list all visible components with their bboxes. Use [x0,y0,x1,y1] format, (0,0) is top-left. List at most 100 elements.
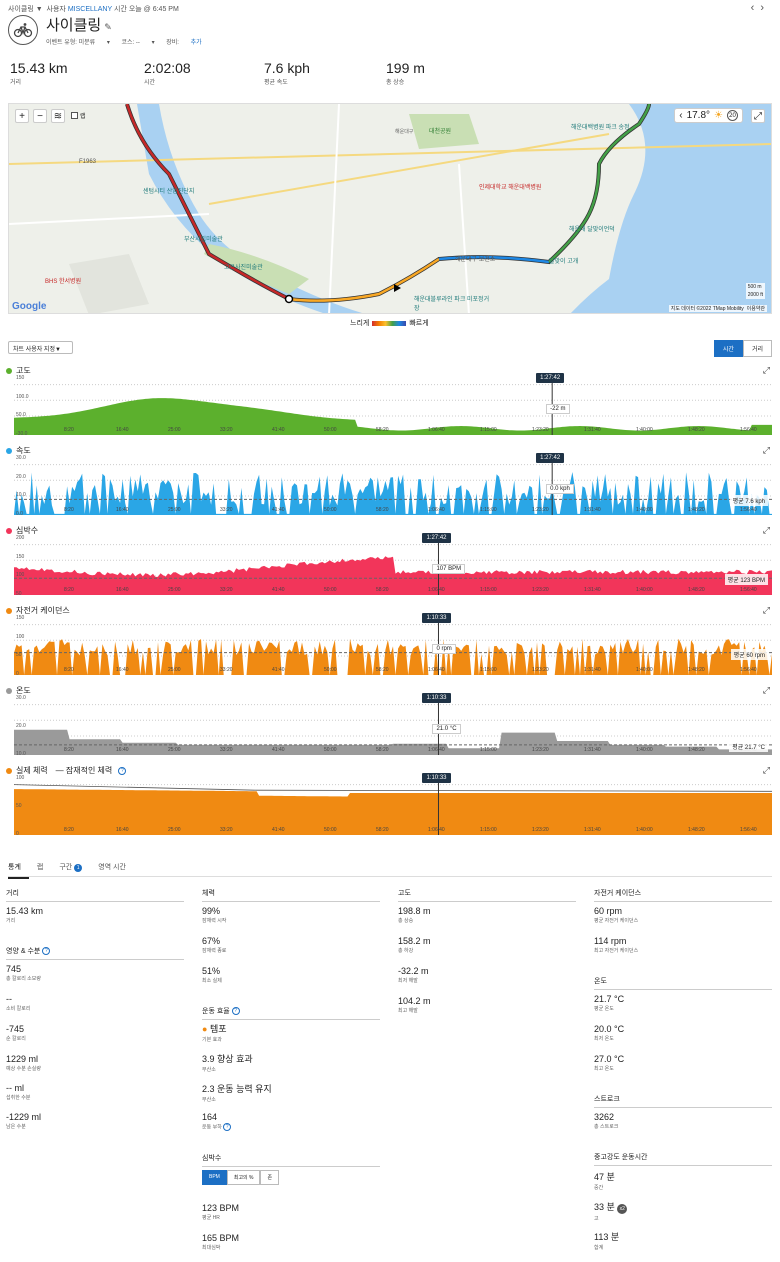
breadcrumb: 사이클링 ▼ 사용자 MISCELLANY 시간 오늘 @ 6:45 PM [8,6,179,13]
x-tick-label: 58:20 [376,587,389,593]
hr-toggle-bpm[interactable]: BPM [202,1170,227,1185]
stat-item: ● 템포 기본 효과 [202,1024,227,1043]
course-dropdown[interactable]: 코스: -- ▾ [121,40,155,46]
x-tick-label: 8:20 [64,507,74,513]
map-place: 해운대구 [395,129,414,135]
series-area-cad [14,638,772,675]
tab-laps[interactable]: 랩 [36,864,44,871]
x-tick-label: 1:23:20 [532,507,549,513]
x-tick-label: 58:20 [376,507,389,513]
y-tick-label: 50.0 [16,412,26,419]
next-activity-icon[interactable]: › [760,2,770,14]
hr-unit-toggle: BPM 최고의 % 존 [202,1170,280,1185]
x-tick-label: 16:40 [116,427,129,433]
y-tick-label: 50 [16,803,22,809]
y-tick-label: 50 [16,652,22,659]
x-tick-label: 33:20 [220,507,233,513]
chart-stamina[interactable] [14,779,780,835]
expand-chart-icon[interactable]: ⤢ [762,765,770,775]
x-tick-label: 58:20 [376,827,389,833]
stats-tabs: 통계 랩 구간 1 영역 시간 [8,862,142,879]
help-icon[interactable]: ? [223,1123,232,1131]
average-label: 평균 21.7 °C [729,740,768,752]
zoom-out-button[interactable]: − [33,109,47,123]
toggle-time[interactable]: 시간 [713,340,743,357]
tab-stats[interactable]: 통계 [8,862,29,879]
x-tick-label: 1:23:20 [532,667,549,673]
cursor-value-label: 107 BPM [432,564,466,575]
fullscreen-icon[interactable]: ⤢ [751,109,765,123]
section-temperature: 온도 [594,976,772,990]
x-tick-label: 58:20 [376,667,389,673]
owner-link[interactable]: MISCELLANY [67,6,113,13]
hr-toggle-percent[interactable]: 최고의 % [226,1170,261,1185]
x-tick-label: 41:40 [272,667,285,673]
terms-link[interactable]: 이용약관 [746,306,765,312]
event-type-dropdown[interactable]: 이벤트 유형: 미분류 ▾ [46,40,110,46]
section-distance: 거리 [6,888,184,902]
expand-chart-icon[interactable]: ⤢ [762,605,770,615]
help-icon[interactable]: ? [42,947,51,956]
hr-toggle-zone[interactable]: 존 [260,1170,280,1185]
chevron-left-icon: ‹ [679,110,683,121]
x-tick-label: 1:31:40 [584,827,601,833]
activity-title[interactable]: 사이클링 ✎ [46,17,112,34]
section-strokes: 스트로크 [594,1094,772,1108]
summary-avg-speed: 7.6 kph 평균 속도 [264,60,310,86]
x-tick-label: 1:06:40 [428,827,445,833]
x-tick-label: 1:56:40 [740,507,757,513]
route-map[interactable]: + − ≋ 랩 ‹ 17.8° ☀ 20 ⤢ 대천공원 해운대구 인제대학교 해운대백… [8,103,772,314]
weather-widget[interactable]: ‹ 17.8° ☀ 20 [674,108,743,123]
chart-elev[interactable] [14,379,780,435]
stat-item: 114 rpm 최고 자전거 케이던스 [594,936,639,954]
chart-speed[interactable] [14,459,780,515]
zoom-in-button[interactable]: + [15,109,29,123]
sun-icon: ☀ [714,110,723,121]
layers-icon[interactable]: ≋ [51,109,65,123]
stat-item: 165 BPM 최대심박 [202,1233,240,1251]
cursor-value-label: 0.0 kph [546,484,574,495]
sport-dropdown[interactable]: 사이클링 ▼ [8,6,43,13]
chart-cad[interactable] [14,619,780,675]
expand-chart-icon[interactable]: ⤢ [762,445,770,455]
map-place: 고은사진미술관 [224,265,263,271]
cursor-time-tooltip: 1:10:33 [422,613,451,623]
help-icon[interactable]: ? [118,766,127,775]
toggle-distance[interactable]: 거리 [742,340,772,357]
expand-chart-icon[interactable]: ⤢ [762,685,770,695]
x-tick-label: 1:15:00 [480,747,497,753]
stat-item: 164 운동 부하 ? [202,1112,232,1131]
stat-item: 20.0 °C 최저 온도 [594,1024,625,1042]
x-tick-label: 1:15:00 [480,827,497,833]
x-tick-label: 1:23:20 [532,587,549,593]
tab-zone-time[interactable]: 영역 시간 [98,864,126,871]
x-tick-label: 58:20 [376,427,389,433]
gear-add-link[interactable]: 추가 [190,40,202,46]
edit-pencil-icon[interactable]: ✎ [104,22,112,32]
chart-title-text: 자전거 케이던스 [16,606,70,615]
y-tick-label: 20.0 [16,473,26,480]
cursor-time-tooltip: 1:27:42 [422,533,451,543]
stat-item: 745 총 칼로리 소모량 [6,964,41,982]
chart-hr[interactable] [14,539,780,595]
x-axis-toggle: 시간 거리 [713,340,772,357]
section-intensity: 중고강도 운동시간 [594,1152,772,1166]
expand-chart-icon[interactable]: ⤢ [762,525,770,535]
tab-intervals[interactable]: 구간 1 [59,862,90,879]
map-place: F1963 [79,159,97,165]
x-tick-label: 1:40:00 [636,667,653,673]
expand-chart-icon[interactable]: ⤢ [762,365,770,375]
x-tick-label: 50:00 [324,507,337,513]
x-tick-label: 8:20 [64,747,74,753]
lap-layer-checkbox[interactable]: 랩 [71,111,86,120]
prev-activity-icon[interactable]: ‹ [750,2,761,14]
tempo-dot: ● [202,1024,208,1034]
x-tick-label: 1:40:00 [636,747,653,753]
stat-distance: 15.43 km 거리 [6,906,44,924]
map-place: 대천공원 [429,129,452,135]
chart-customize-dropdown[interactable]: 차트 사용자 지정▼ [8,341,73,354]
section-nutrition: 영양 & 수분 ? [6,946,184,960]
y-tick-label: 30.0 [16,695,26,701]
x-tick-label: 8:20 [64,667,74,673]
help-icon[interactable]: ? [231,1007,240,1016]
